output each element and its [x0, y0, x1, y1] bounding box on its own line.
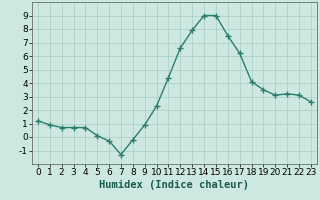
X-axis label: Humidex (Indice chaleur): Humidex (Indice chaleur) [100, 180, 249, 190]
